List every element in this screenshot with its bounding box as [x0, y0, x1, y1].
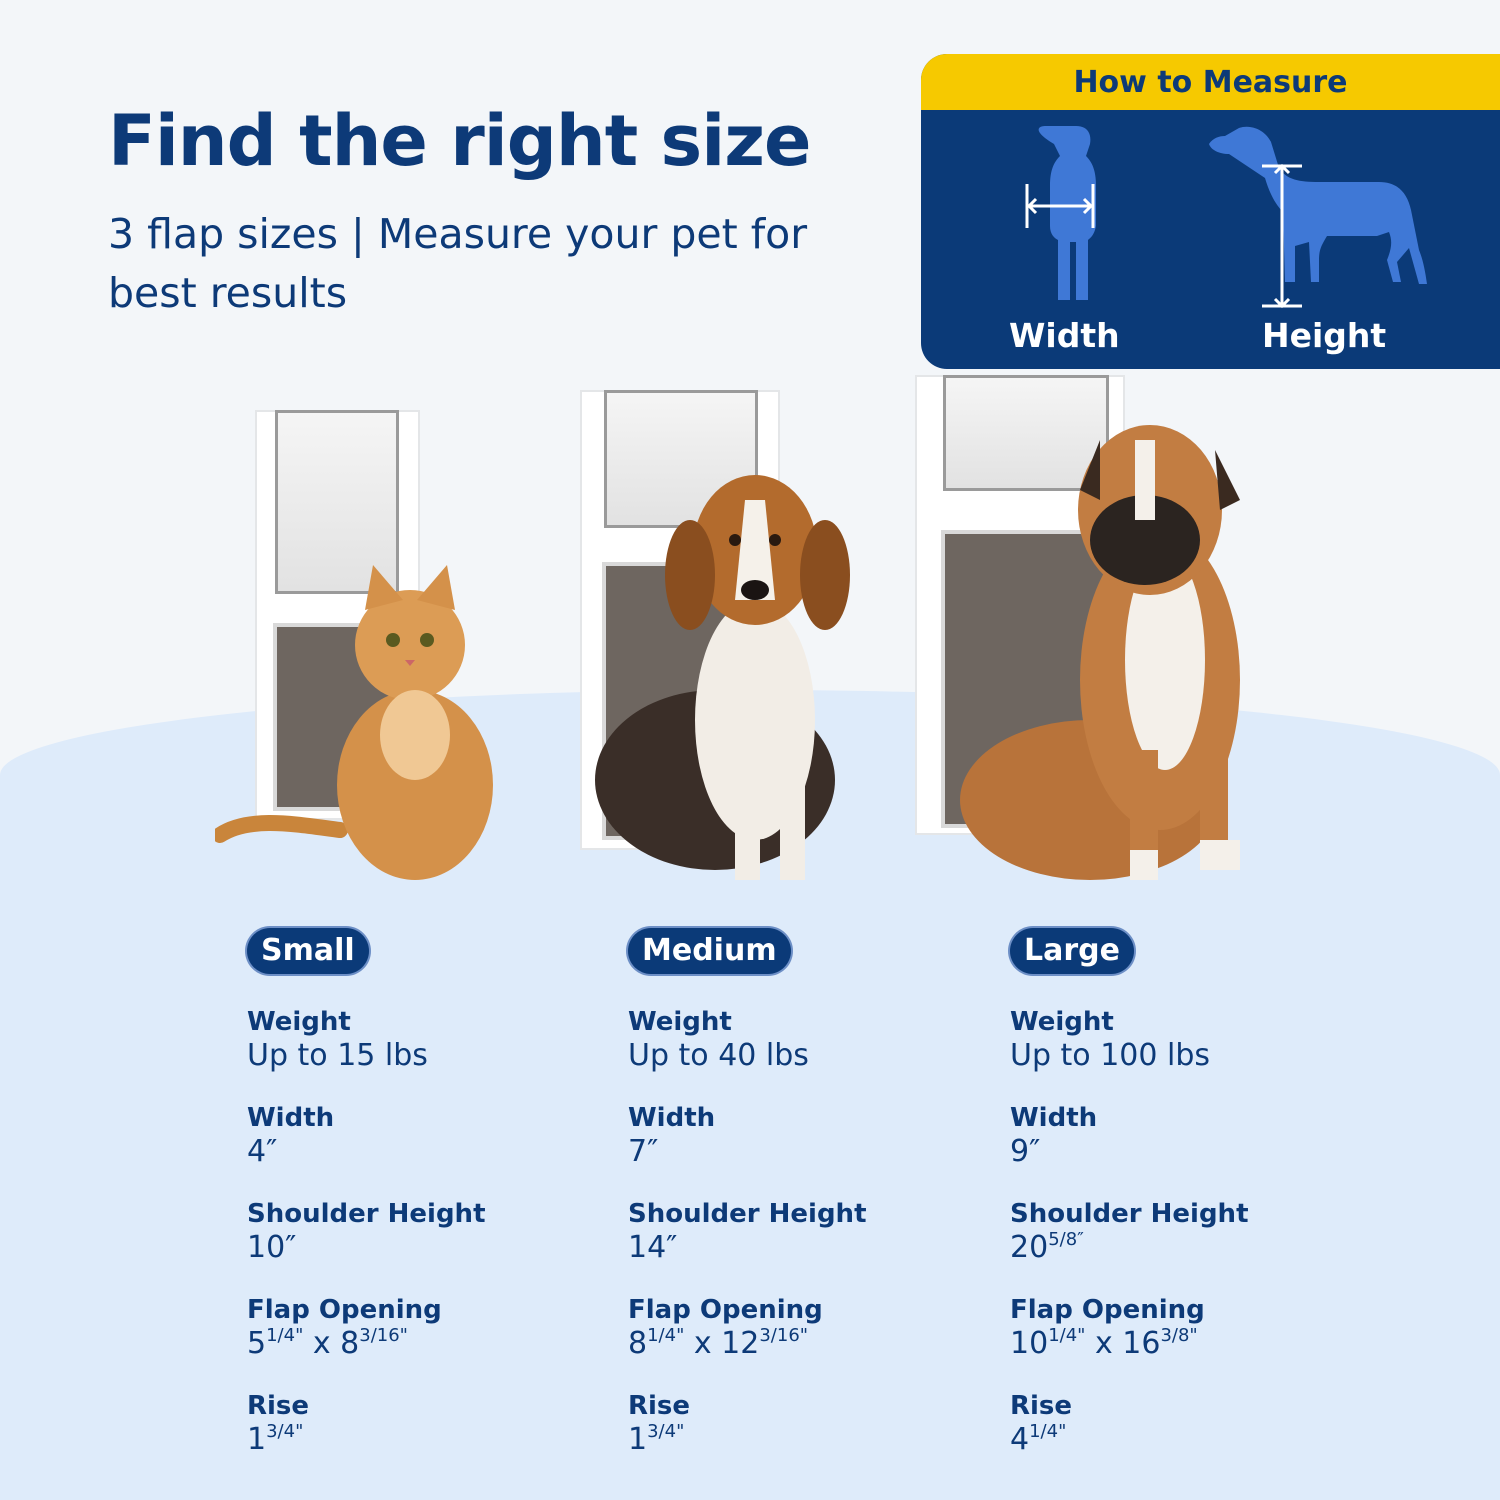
- spec-label: Flap Opening: [1010, 1295, 1205, 1325]
- spec-label: Weight: [1010, 1007, 1114, 1037]
- fraction: 1/4": [647, 1325, 685, 1346]
- value-text: 10: [1010, 1326, 1049, 1361]
- spec-label: Shoulder Height: [628, 1199, 867, 1229]
- spec-list: Weight Up to 15 lbs Width 4″ Shoulder Height…: [247, 1007, 577, 1459]
- spec-label: Weight: [247, 1007, 351, 1037]
- value-text: 14″: [628, 1230, 678, 1265]
- fraction: 1/4": [1029, 1421, 1067, 1442]
- value-text: Up to 100 lbs: [1010, 1038, 1210, 1073]
- spec-value: Up to 15 lbs: [247, 1037, 577, 1075]
- value-text: 1: [628, 1422, 648, 1457]
- value-text: 1: [247, 1422, 267, 1457]
- size-badge: Medium: [628, 928, 791, 974]
- how-to-measure-title: How to Measure: [921, 54, 1500, 110]
- page-subtitle: 3 flap sizes | Measure your pet for best…: [108, 210, 808, 317]
- fraction: 3/16": [759, 1325, 809, 1346]
- beagle-image: [595, 475, 850, 880]
- value-text: 9″: [1010, 1134, 1041, 1169]
- spec-label: Rise: [628, 1391, 691, 1421]
- spec-label: Width: [1010, 1103, 1098, 1133]
- spec-value: 9″: [1010, 1133, 1340, 1171]
- value-text: x 16: [1085, 1326, 1161, 1361]
- spec-value: 13/4": [628, 1421, 958, 1459]
- height-label: Height: [1262, 316, 1387, 355]
- spec-list: Weight Up to 40 lbs Width 7″ Shoulder Height…: [628, 1007, 958, 1459]
- spec-value: Up to 40 lbs: [628, 1037, 958, 1075]
- spec-label: Shoulder Height: [1010, 1199, 1249, 1229]
- spec-value: 10″: [247, 1229, 577, 1267]
- spec-label: Shoulder Height: [247, 1199, 486, 1229]
- spec-label: Weight: [628, 1007, 732, 1037]
- value-text: 5: [247, 1326, 267, 1361]
- value-text: 4: [1010, 1422, 1030, 1457]
- spec-label: Rise: [1010, 1391, 1073, 1421]
- boxer-dog-image: [960, 425, 1240, 880]
- dog-front-width-icon: [1025, 126, 1096, 300]
- spec-label: Width: [628, 1103, 716, 1133]
- value-text: 8: [628, 1326, 648, 1361]
- size-column-small: Small Weight Up to 15 lbs Width 4″ Shoulder H…: [247, 928, 577, 1487]
- size-column-medium: Medium Weight Up to 40 lbs Width 7″ Shoulder …: [628, 928, 958, 1487]
- spec-value: Up to 100 lbs: [1010, 1037, 1340, 1075]
- spec-value: 13/4": [247, 1421, 577, 1459]
- spec-value: 101/4" x 163/8": [1010, 1325, 1340, 1363]
- spec-label: Flap Opening: [247, 1295, 442, 1325]
- width-label: Width: [1009, 316, 1120, 355]
- spec-value: 4″: [247, 1133, 577, 1171]
- value-text: 20: [1010, 1230, 1049, 1265]
- dog-side-height-icon: [1209, 126, 1427, 309]
- spec-value: 205/8″: [1010, 1229, 1340, 1267]
- fraction: 3/16": [359, 1325, 408, 1346]
- fraction: 1/4": [266, 1325, 304, 1346]
- size-column-large: Large Weight Up to 100 lbs Width 9″ Shoulder …: [1010, 928, 1340, 1487]
- value-text: x 8: [303, 1326, 360, 1361]
- value-text: Up to 15 lbs: [247, 1038, 428, 1073]
- spec-value: 7″: [628, 1133, 958, 1171]
- how-to-measure-panel: How to Measure Width Height: [921, 54, 1500, 369]
- fraction: 3/4": [647, 1421, 685, 1442]
- spec-value: 51/4" x 83/16": [247, 1325, 577, 1363]
- orange-cat-image: [215, 565, 493, 880]
- size-badge: Large: [1010, 928, 1134, 974]
- value-text: 7″: [628, 1134, 659, 1169]
- spec-label: Width: [247, 1103, 335, 1133]
- spec-list: Weight Up to 100 lbs Width 9″ Shoulder Heigh…: [1010, 1007, 1340, 1459]
- spec-value: 81/4" x 123/16": [628, 1325, 958, 1363]
- spec-label: Rise: [247, 1391, 310, 1421]
- spec-value: 14″: [628, 1229, 958, 1267]
- value-text: Up to 40 lbs: [628, 1038, 809, 1073]
- size-badge: Small: [247, 928, 369, 974]
- value-text: 10″: [247, 1230, 297, 1265]
- fraction: 3/4": [266, 1421, 304, 1442]
- spec-label: Flap Opening: [628, 1295, 823, 1325]
- value-text: 4″: [247, 1134, 278, 1169]
- spec-value: 41/4": [1010, 1421, 1340, 1459]
- value-text: x 12: [684, 1326, 760, 1361]
- fraction: 5/8″: [1048, 1229, 1084, 1250]
- page-title: Find the right size: [108, 100, 811, 182]
- fraction: 3/8": [1160, 1325, 1198, 1346]
- fraction: 1/4": [1048, 1325, 1086, 1346]
